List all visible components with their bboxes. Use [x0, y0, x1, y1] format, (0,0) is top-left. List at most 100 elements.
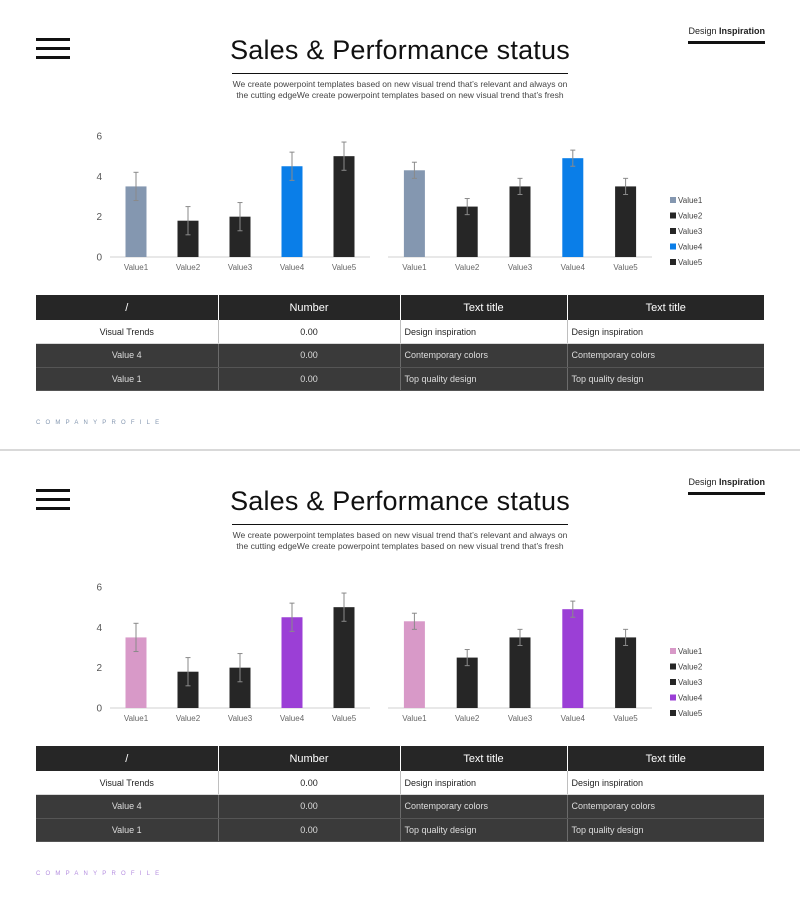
- bar: [333, 607, 355, 708]
- bar: [509, 637, 531, 708]
- bar: [177, 220, 199, 257]
- table-cell: Contemporary colors: [567, 343, 764, 368]
- table-cell: Contemporary colors: [400, 343, 568, 368]
- legend-swatch: [670, 679, 676, 685]
- x-tick-label: Value4: [280, 714, 305, 723]
- table-row: Visual Trends 0.00 Design inspiration De…: [36, 771, 764, 795]
- table-cell: Top quality design: [400, 367, 568, 391]
- bar: [177, 671, 199, 708]
- hamburger-menu-icon[interactable]: [36, 38, 70, 60]
- legend-swatch: [670, 663, 676, 670]
- table-cell: 0.00: [218, 794, 401, 819]
- data-table: / Number Text title Text title Visual Tr…: [36, 295, 764, 391]
- table-header-cell: Number: [218, 295, 401, 320]
- y-tick-label: 2: [96, 212, 102, 223]
- legend-swatch: [670, 694, 676, 701]
- bar: [615, 637, 637, 708]
- x-tick-label: Value3: [508, 714, 533, 723]
- table-cell: 0.00: [218, 818, 401, 842]
- table-cell: Value 4: [36, 794, 219, 819]
- y-tick-label: 0: [96, 253, 102, 264]
- bar: [562, 158, 584, 257]
- title-underline: [232, 524, 568, 525]
- slide-subtitle: We create powerpoint templates based on …: [232, 530, 568, 551]
- x-tick-label: Value4: [561, 263, 586, 272]
- x-tick-label: Value5: [613, 714, 638, 723]
- y-tick-label: 6: [96, 583, 102, 594]
- legend-swatch: [670, 197, 676, 203]
- table-cell: Contemporary colors: [400, 794, 568, 819]
- table-cell: Design inspiration: [400, 771, 568, 795]
- y-tick-label: 4: [96, 172, 102, 183]
- x-tick-label: Value4: [280, 263, 305, 272]
- table-cell: 0.00: [218, 343, 401, 368]
- table-header-cell: /: [36, 295, 219, 320]
- legend-label: Value3: [678, 227, 703, 236]
- table-cell: 0.00: [218, 320, 401, 344]
- slide-title: Sales & Performance status: [230, 35, 570, 65]
- bar-charts: 0 2 4 6 Value1 Value2 Value3 Value4 Value5 Value1…: [96, 583, 702, 724]
- brand-light: Design: [688, 477, 719, 487]
- table-header-cell: Text title: [400, 746, 568, 771]
- slide-2: Design Inspiration Sales & Performance s…: [0, 451, 800, 900]
- x-tick-label: Value1: [124, 263, 149, 272]
- title-underline: [232, 73, 568, 74]
- bar: [509, 186, 531, 257]
- table-cell: Top quality design: [400, 818, 568, 842]
- brand-label: Design Inspiration: [688, 26, 765, 44]
- legend-swatch: [670, 648, 676, 654]
- table-header-row: / Number Text title Text title: [36, 295, 764, 320]
- legend-label: Value1: [678, 196, 703, 205]
- x-tick-label: Value1: [402, 714, 427, 723]
- bar: [403, 170, 425, 257]
- hamburger-menu-icon[interactable]: [36, 489, 70, 511]
- legend-label: Value5: [678, 709, 703, 718]
- bar: [125, 637, 147, 708]
- bar: [562, 609, 584, 708]
- legend-label: Value5: [678, 258, 703, 267]
- table-cell: 0.00: [218, 771, 401, 795]
- bar: [615, 186, 637, 257]
- table-row: Value 4 0.00 Contemporary colors Contemp…: [36, 794, 764, 819]
- y-tick-label: 6: [96, 132, 102, 143]
- legend-swatch: [670, 259, 676, 265]
- bar: [333, 156, 355, 257]
- table-header-cell: Text title: [567, 295, 764, 320]
- slide-title: Sales & Performance status: [230, 486, 570, 516]
- company-profile-footer: COMPANYPROFILE: [36, 871, 165, 877]
- x-tick-label: Value1: [402, 263, 427, 272]
- x-tick-label: Value5: [613, 263, 638, 272]
- legend-label: Value2: [678, 212, 703, 221]
- table-row: Value 1 0.00 Top quality design Top qual…: [36, 367, 764, 391]
- x-tick-label: Value2: [176, 714, 201, 723]
- y-tick-label: 2: [96, 663, 102, 674]
- x-tick-label: Value3: [508, 263, 533, 272]
- table-cell: Value 4: [36, 343, 219, 368]
- table-header-cell: Text title: [400, 295, 568, 320]
- table-header-cell: Text title: [567, 746, 764, 771]
- y-tick-label: 4: [96, 623, 102, 634]
- x-tick-label: Value3: [228, 714, 253, 723]
- table-header-cell: Number: [218, 746, 401, 771]
- legend-swatch: [670, 710, 676, 716]
- x-tick-label: Value5: [332, 714, 357, 723]
- legend-label: Value4: [678, 243, 703, 252]
- table-cell: Top quality design: [567, 818, 764, 842]
- x-tick-label: Value5: [332, 263, 357, 272]
- legend-swatch: [670, 212, 676, 219]
- table-cell: Value 1: [36, 818, 219, 842]
- table-header-row: / Number Text title Text title: [36, 746, 764, 771]
- bar: [281, 617, 303, 708]
- legend-label: Value3: [678, 678, 703, 687]
- bar: [229, 216, 251, 257]
- data-table: / Number Text title Text title Visual Tr…: [36, 746, 764, 842]
- x-tick-label: Value4: [561, 714, 586, 723]
- y-tick-label: 0: [96, 704, 102, 715]
- table-cell: Design inspiration: [567, 320, 764, 344]
- bar: [281, 166, 303, 257]
- table-row: Value 1 0.00 Top quality design Top qual…: [36, 818, 764, 842]
- company-profile-footer: COMPANYPROFILE: [36, 420, 165, 426]
- legend-label: Value1: [678, 647, 703, 656]
- table-row: Value 4 0.00 Contemporary colors Contemp…: [36, 343, 764, 368]
- slide-subtitle: We create powerpoint templates based on …: [232, 79, 568, 100]
